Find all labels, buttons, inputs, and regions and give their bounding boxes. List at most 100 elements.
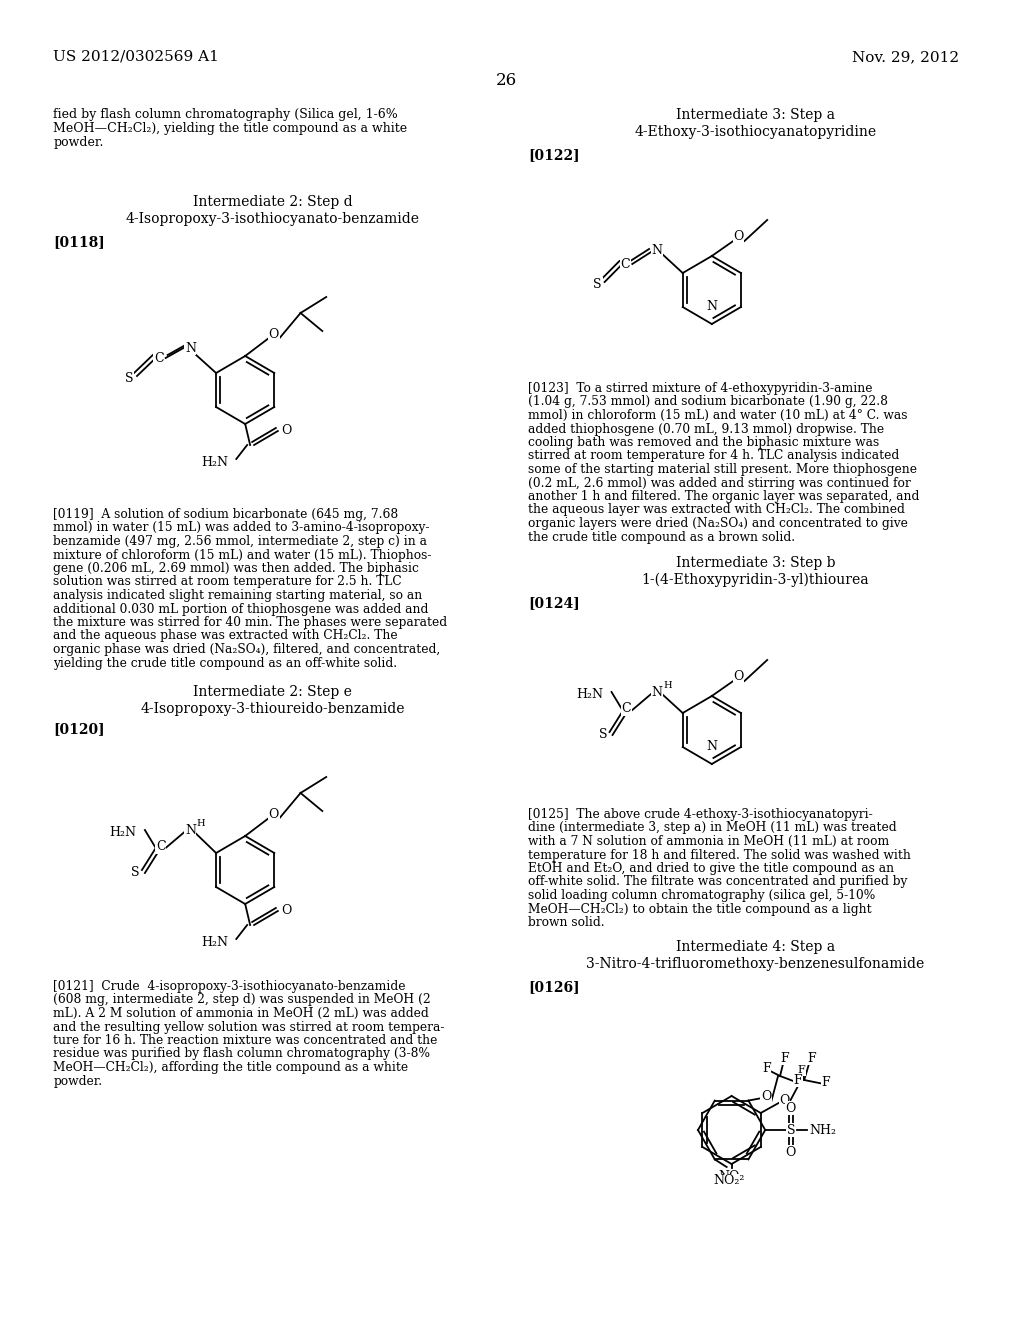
Text: F: F [798, 1065, 805, 1074]
Text: [0125]  The above crude 4-ethoxy-3-isothiocyanatopyri-: [0125] The above crude 4-ethoxy-3-isothi… [528, 808, 872, 821]
Text: mmol) in chloroform (15 mL) and water (10 mL) at 4° C. was: mmol) in chloroform (15 mL) and water (1… [528, 409, 907, 422]
Text: solid loading column chromatography (silica gel, 5-10%: solid loading column chromatography (sil… [528, 888, 876, 902]
Text: C: C [621, 257, 630, 271]
Text: H: H [663, 681, 672, 689]
Text: stirred at room temperature for 4 h. TLC analysis indicated: stirred at room temperature for 4 h. TLC… [528, 450, 899, 462]
Text: mixture of chloroform (15 mL) and water (15 mL). Thiophos-: mixture of chloroform (15 mL) and water … [53, 549, 432, 561]
Text: [0124]: [0124] [528, 597, 580, 610]
Text: C: C [622, 702, 631, 715]
Text: [0126]: [0126] [528, 979, 580, 994]
Text: the crude title compound as a brown solid.: the crude title compound as a brown soli… [528, 531, 795, 544]
Text: O: O [785, 1101, 796, 1114]
Text: O: O [268, 808, 280, 821]
Text: powder.: powder. [53, 136, 103, 149]
Text: benzamide (497 mg, 2.56 mmol, intermediate 2, step c) in a: benzamide (497 mg, 2.56 mmol, intermedia… [53, 535, 427, 548]
Text: NO₂: NO₂ [719, 1171, 744, 1184]
Text: organic phase was dried (Na₂SO₄), filtered, and concentrated,: organic phase was dried (Na₂SO₄), filter… [53, 643, 440, 656]
Text: H₂N: H₂N [201, 936, 228, 949]
Text: temperature for 18 h and filtered. The solid was washed with: temperature for 18 h and filtered. The s… [528, 849, 910, 862]
Text: the aqueous layer was extracted with CH₂Cl₂. The combined: the aqueous layer was extracted with CH₂… [528, 503, 905, 516]
Text: 4-Ethoxy-3-isothiocyanatopyridine: 4-Ethoxy-3-isothiocyanatopyridine [634, 125, 877, 139]
Text: O: O [779, 1093, 790, 1106]
Text: 26: 26 [496, 73, 517, 88]
Text: additional 0.030 mL portion of thiophosgene was added and: additional 0.030 mL portion of thiophosg… [53, 602, 429, 615]
Text: and the aqueous phase was extracted with CH₂Cl₂. The: and the aqueous phase was extracted with… [53, 630, 398, 643]
Text: N: N [185, 825, 196, 837]
Text: 1-(4-Ethoxypyridin-3-yl)thiourea: 1-(4-Ethoxypyridin-3-yl)thiourea [641, 573, 869, 587]
Text: S: S [131, 866, 139, 879]
Text: 4-Isopropoxy-3-isothiocyanato-benzamide: 4-Isopropoxy-3-isothiocyanato-benzamide [126, 213, 420, 226]
Text: 4-Isopropoxy-3-thioureido-benzamide: 4-Isopropoxy-3-thioureido-benzamide [140, 702, 406, 715]
Text: (0.2 mL, 2.6 mmol) was added and stirring was continued for: (0.2 mL, 2.6 mmol) was added and stirrin… [528, 477, 910, 490]
Text: MeOH—CH₂Cl₂), affording the title compound as a white: MeOH—CH₂Cl₂), affording the title compou… [53, 1061, 409, 1074]
Text: NH₂: NH₂ [809, 1123, 836, 1137]
Text: H: H [197, 818, 205, 828]
Text: gene (0.206 mL, 2.69 mmol) was then added. The biphasic: gene (0.206 mL, 2.69 mmol) was then adde… [53, 562, 419, 576]
Text: [0118]: [0118] [53, 235, 105, 249]
Text: F: F [821, 1076, 830, 1089]
Text: MeOH—CH₂Cl₂) to obtain the title compound as a light: MeOH—CH₂Cl₂) to obtain the title compoun… [528, 903, 871, 916]
Text: EtOH and Et₂O, and dried to give the title compound as an: EtOH and Et₂O, and dried to give the tit… [528, 862, 894, 875]
Text: dine (intermediate 3, step a) in MeOH (11 mL) was treated: dine (intermediate 3, step a) in MeOH (1… [528, 821, 897, 834]
Text: ture for 16 h. The reaction mixture was concentrated and the: ture for 16 h. The reaction mixture was … [53, 1034, 438, 1047]
Text: added thiophosgene (0.70 mL, 9.13 mmol) dropwise. The: added thiophosgene (0.70 mL, 9.13 mmol) … [528, 422, 884, 436]
Text: N: N [707, 739, 718, 752]
Text: residue was purified by flash column chromatography (3-8%: residue was purified by flash column chr… [53, 1048, 430, 1060]
Text: O: O [761, 1089, 771, 1102]
Text: another 1 h and filtered. The organic layer was separated, and: another 1 h and filtered. The organic la… [528, 490, 920, 503]
Text: and the resulting yellow solution was stirred at room tempera-: and the resulting yellow solution was st… [53, 1020, 444, 1034]
Text: H₂N: H₂N [201, 455, 228, 469]
Text: [0120]: [0120] [53, 722, 105, 737]
Text: (1.04 g, 7.53 mmol) and sodium bicarbonate (1.90 g, 22.8: (1.04 g, 7.53 mmol) and sodium bicarbona… [528, 396, 888, 408]
Text: S: S [599, 727, 608, 741]
Text: US 2012/0302569 A1: US 2012/0302569 A1 [53, 50, 219, 63]
Text: N: N [707, 300, 718, 313]
Text: 3-Nitro-4-trifluoromethoxy-benzenesulfonamide: 3-Nitro-4-trifluoromethoxy-benzenesulfon… [586, 957, 925, 972]
Text: Intermediate 2: Step e: Intermediate 2: Step e [194, 685, 352, 700]
Text: O: O [785, 1146, 796, 1159]
Text: powder.: powder. [53, 1074, 102, 1088]
Text: NO₂: NO₂ [714, 1175, 740, 1188]
Text: O: O [733, 671, 743, 684]
Text: N: N [651, 685, 663, 698]
Text: MeOH—CH₂Cl₂), yielding the title compound as a white: MeOH—CH₂Cl₂), yielding the title compoun… [53, 121, 408, 135]
Text: some of the starting material still present. More thiophosgene: some of the starting material still pres… [528, 463, 916, 477]
Text: S: S [125, 371, 133, 384]
Text: F: F [794, 1073, 802, 1086]
Text: with a 7 N solution of ammonia in MeOH (11 mL) at room: with a 7 N solution of ammonia in MeOH (… [528, 836, 889, 847]
Text: [0122]: [0122] [528, 148, 580, 162]
Text: H₂N: H₂N [110, 825, 136, 838]
Text: [0123]  To a stirred mixture of 4-ethoxypyridin-3-amine: [0123] To a stirred mixture of 4-ethoxyp… [528, 381, 872, 395]
Text: (608 mg, intermediate 2, step d) was suspended in MeOH (2: (608 mg, intermediate 2, step d) was sus… [53, 994, 431, 1006]
Text: the mixture was stirred for 40 min. The phases were separated: the mixture was stirred for 40 min. The … [53, 616, 447, 630]
Text: C: C [156, 841, 166, 854]
Text: organic layers were dried (Na₂SO₄) and concentrated to give: organic layers were dried (Na₂SO₄) and c… [528, 517, 908, 531]
Text: O: O [733, 231, 743, 243]
Text: Intermediate 3: Step a: Intermediate 3: Step a [676, 108, 835, 121]
Text: off-white solid. The filtrate was concentrated and purified by: off-white solid. The filtrate was concen… [528, 875, 907, 888]
Text: F: F [762, 1061, 770, 1074]
Text: O: O [268, 327, 280, 341]
Text: analysis indicated slight remaining starting material, so an: analysis indicated slight remaining star… [53, 589, 423, 602]
Text: S: S [594, 277, 602, 290]
Text: S: S [786, 1123, 796, 1137]
Text: N: N [651, 243, 663, 256]
Text: [0121]  Crude  4-isopropoxy-3-isothiocyanato-benzamide: [0121] Crude 4-isopropoxy-3-isothiocyana… [53, 979, 406, 993]
Text: fied by flash column chromatography (Silica gel, 1-6%: fied by flash column chromatography (Sil… [53, 108, 398, 121]
Text: Intermediate 4: Step a: Intermediate 4: Step a [676, 940, 835, 954]
Text: F: F [807, 1052, 815, 1064]
Text: brown solid.: brown solid. [528, 916, 604, 929]
Text: C: C [154, 351, 164, 364]
Text: mmol) in water (15 mL) was added to 3-amino-4-isopropoxy-: mmol) in water (15 mL) was added to 3-am… [53, 521, 430, 535]
Text: Nov. 29, 2012: Nov. 29, 2012 [852, 50, 959, 63]
Text: solution was stirred at room temperature for 2.5 h. TLC: solution was stirred at room temperature… [53, 576, 402, 589]
Text: O: O [282, 425, 292, 437]
Text: mL). A 2 M solution of ammonia in MeOH (2 mL) was added: mL). A 2 M solution of ammonia in MeOH (… [53, 1007, 429, 1020]
Text: O: O [282, 904, 292, 917]
Text: F: F [780, 1052, 790, 1064]
Text: cooling bath was removed and the biphasic mixture was: cooling bath was removed and the biphasi… [528, 436, 880, 449]
Text: yielding the crude title compound as an off-white solid.: yielding the crude title compound as an … [53, 656, 397, 669]
Text: [0119]  A solution of sodium bicarbonate (645 mg, 7.68: [0119] A solution of sodium bicarbonate … [53, 508, 398, 521]
Text: N: N [185, 342, 196, 355]
Text: H₂N: H₂N [577, 688, 603, 701]
